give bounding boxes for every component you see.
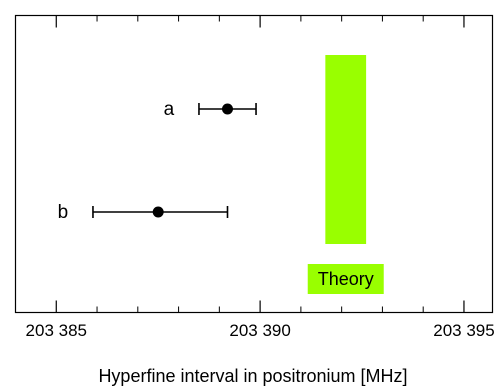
point-label: a	[164, 99, 175, 120]
data-points: ab	[58, 99, 257, 223]
x-tick-label: 203 385	[26, 321, 87, 340]
x-axis-title: Hyperfine interval in positronium [MHz]	[98, 366, 407, 386]
theory-band	[325, 55, 367, 244]
theory-label: Theory	[318, 269, 374, 289]
theory-label-background	[307, 264, 384, 294]
data-point	[222, 103, 233, 115]
theory-band-group: Theory	[307, 55, 384, 294]
x-tick-label: 203 395	[433, 321, 494, 340]
plot-frame	[14, 14, 494, 314]
x-tick-label: 203 390	[229, 321, 290, 340]
data-point	[152, 206, 164, 218]
x-ticks	[55, 15, 465, 313]
point-label: b	[58, 202, 69, 223]
x-tick-labels: 203 385 203 390 203 395	[26, 321, 495, 340]
